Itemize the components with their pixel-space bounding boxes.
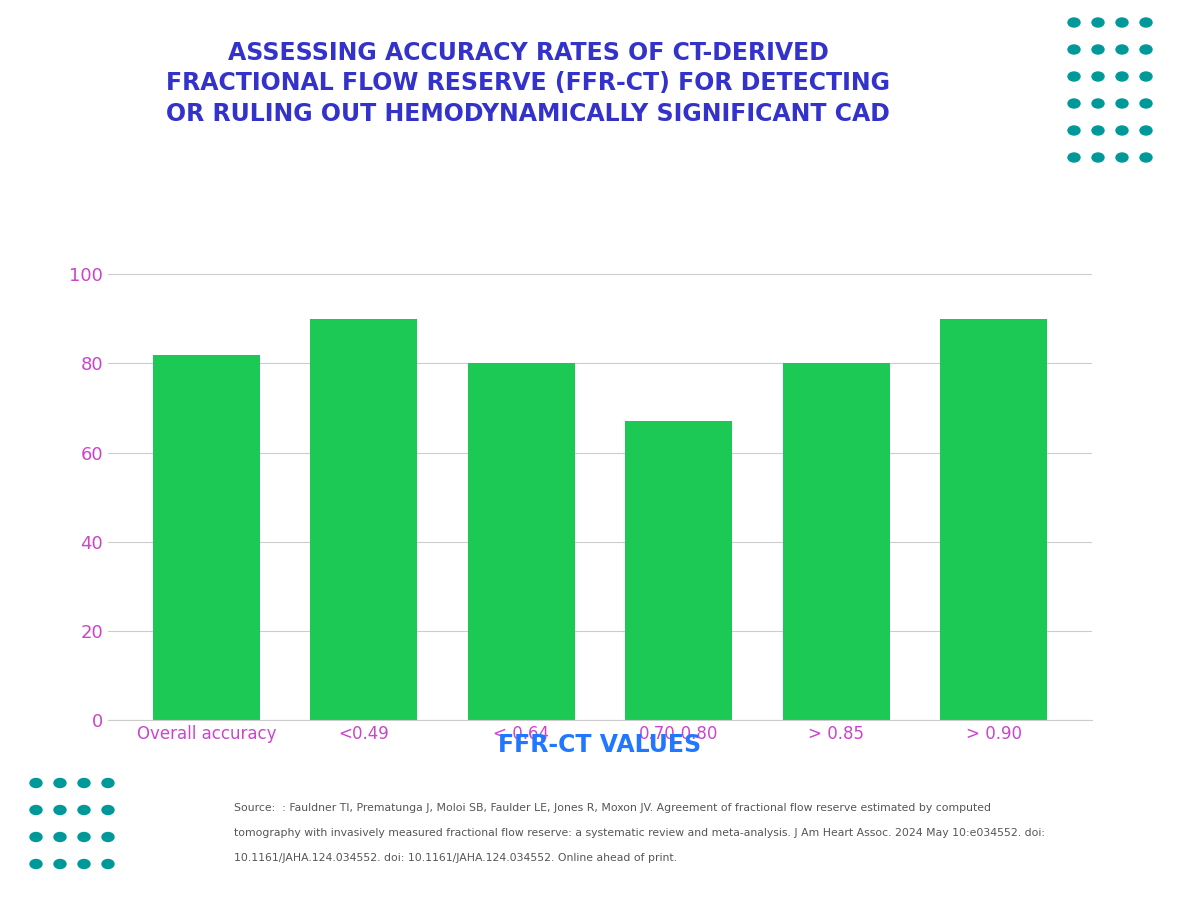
Bar: [782, 364, 889, 720]
Bar: [468, 364, 575, 720]
Text: tomography with invasively measured fractional flow reserve: a systematic review: tomography with invasively measured frac…: [234, 828, 1045, 838]
Text: 10.1161/JAHA.124.034552. doi: 10.1161/JAHA.124.034552. Online ahead of print.: 10.1161/JAHA.124.034552. doi: 10.1161/JA…: [234, 853, 677, 863]
Text: Source:  : Fauldner TI, Prematunga J, Moloi SB, Faulder LE, Jones R, Moxon JV. A: Source: : Fauldner TI, Prematunga J, Mol…: [234, 803, 991, 813]
Bar: [311, 319, 418, 720]
Bar: [625, 421, 732, 720]
Bar: [940, 319, 1048, 720]
Text: FFR-CT VALUES: FFR-CT VALUES: [498, 734, 702, 758]
Text: ASSESSING ACCURACY RATES OF CT-DERIVED
FRACTIONAL FLOW RESERVE (FFR-CT) FOR DETE: ASSESSING ACCURACY RATES OF CT-DERIVED F…: [166, 40, 890, 126]
Bar: [152, 355, 260, 720]
